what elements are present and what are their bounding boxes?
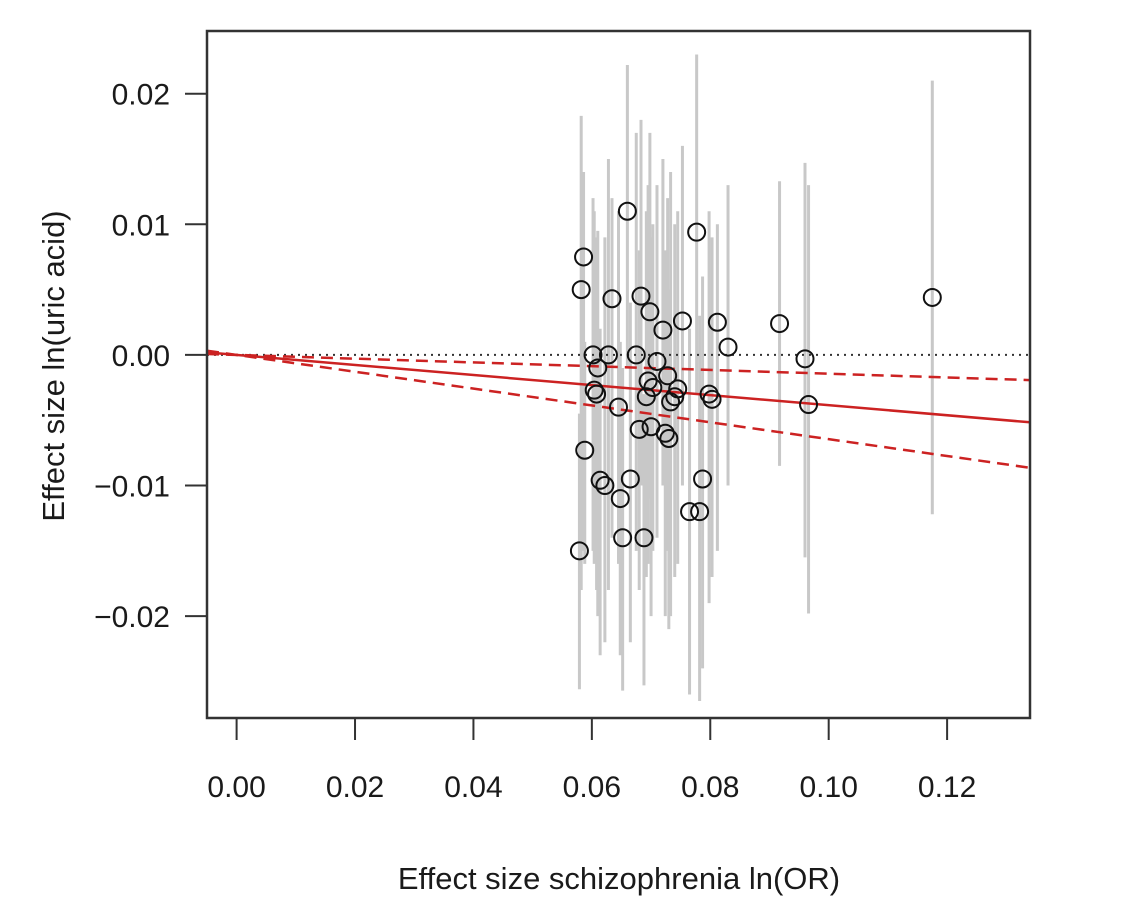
y-tick-label: 0.00 bbox=[112, 340, 170, 373]
x-tick-label: 0.12 bbox=[918, 771, 976, 804]
fit-line-ci-bound bbox=[206, 349, 1031, 470]
data-point bbox=[598, 345, 618, 365]
data-point bbox=[659, 428, 679, 448]
x-tick-label: 0.00 bbox=[207, 771, 265, 804]
data-point bbox=[795, 349, 815, 369]
x-tick-label: 0.02 bbox=[326, 771, 384, 804]
data-point bbox=[690, 502, 710, 522]
x-tick-label: 0.06 bbox=[563, 771, 621, 804]
data-point bbox=[647, 351, 667, 371]
x-axis-title: Effect size schizophrenia ln(OR) bbox=[398, 861, 840, 896]
data-point bbox=[672, 311, 692, 331]
data-point bbox=[584, 380, 604, 400]
data-point bbox=[583, 345, 603, 365]
data-point bbox=[643, 378, 663, 398]
data-point bbox=[668, 379, 688, 399]
y-tick-label: 0.02 bbox=[112, 79, 170, 112]
data-point bbox=[665, 387, 685, 407]
data-point bbox=[620, 469, 640, 489]
y-tick-label: −0.02 bbox=[94, 601, 170, 634]
data-point bbox=[718, 337, 738, 357]
data-point bbox=[702, 389, 722, 409]
data-point bbox=[602, 289, 622, 309]
x-tick-label: 0.10 bbox=[799, 771, 857, 804]
data-point bbox=[575, 440, 595, 460]
data-point bbox=[571, 280, 591, 300]
data-point bbox=[707, 312, 727, 332]
fit-lines-layer bbox=[206, 349, 1031, 470]
fit-line-estimate bbox=[206, 351, 1031, 424]
y-axis-title: Effect size ln(uric acid) bbox=[36, 210, 71, 521]
data-point bbox=[634, 528, 654, 548]
data-point bbox=[629, 419, 649, 439]
data-point bbox=[640, 302, 660, 322]
x-tick-label: 0.04 bbox=[444, 771, 502, 804]
data-point bbox=[574, 247, 594, 267]
plot-frame bbox=[205, 29, 1032, 720]
data-points-layer bbox=[569, 201, 942, 561]
data-point bbox=[687, 222, 707, 242]
data-point bbox=[770, 314, 790, 334]
fit-line-ci-bound bbox=[206, 352, 1031, 382]
data-point bbox=[658, 366, 678, 386]
error-bars-layer bbox=[577, 54, 934, 702]
y-tick-label: 0.01 bbox=[112, 209, 170, 242]
data-point bbox=[590, 470, 610, 490]
data-point bbox=[653, 320, 673, 340]
data-point bbox=[680, 502, 700, 522]
data-point bbox=[799, 395, 819, 415]
data-point bbox=[693, 469, 713, 489]
data-point bbox=[922, 287, 942, 307]
data-point bbox=[595, 476, 615, 496]
data-point bbox=[655, 423, 675, 443]
data-point bbox=[613, 528, 633, 548]
data-point bbox=[569, 541, 589, 561]
data-point bbox=[588, 358, 608, 378]
data-point bbox=[617, 201, 637, 221]
axes-layer: 0.00 0.02 0.04 0.06 0.08 0.10 0.12 0.02 0.01 0.00… bbox=[94, 29, 1032, 804]
data-point bbox=[609, 397, 628, 417]
data-point bbox=[626, 345, 646, 365]
data-point bbox=[631, 286, 651, 306]
data-point bbox=[610, 489, 630, 509]
x-tick-label: 0.08 bbox=[681, 771, 739, 804]
y-tick-label: −0.01 bbox=[94, 471, 170, 504]
data-point bbox=[587, 384, 607, 404]
